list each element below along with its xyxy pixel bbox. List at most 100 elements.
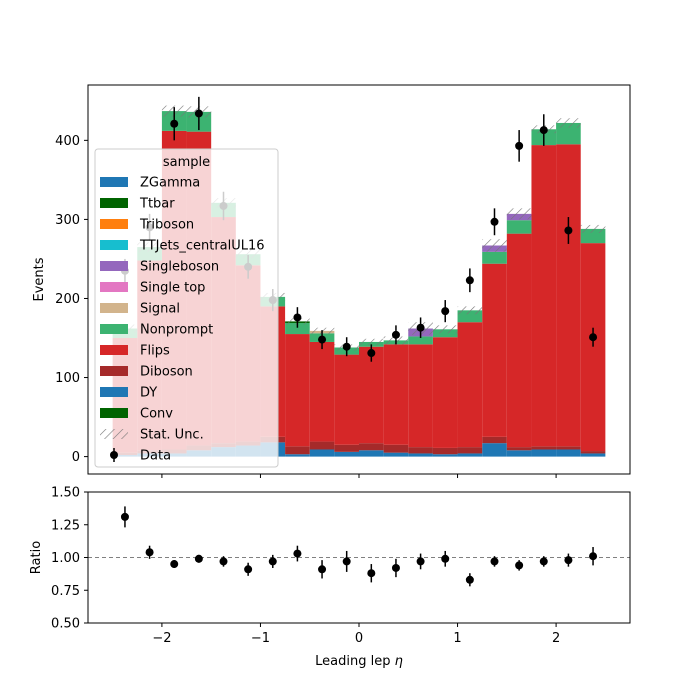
ratio-point-17	[539, 557, 548, 566]
bar-diboson-15	[482, 436, 507, 444]
bar-flips-16	[506, 233, 532, 448]
legend-swatch-singleboson	[100, 261, 128, 271]
legend-label-zgamma: ZGamma	[140, 176, 200, 191]
stat-unc-band-10	[359, 338, 384, 346]
data-point-7	[293, 313, 302, 322]
ratio-point-0	[120, 512, 129, 521]
bar-nonprompt-18	[556, 122, 581, 145]
bar-flips-11	[383, 344, 409, 445]
legend-swatch-signal	[100, 303, 128, 313]
bar-dy-9	[334, 451, 359, 457]
ratio-point-3	[194, 554, 203, 563]
data-point-10	[367, 349, 376, 358]
bar-diboson-8	[309, 441, 335, 450]
bar-dy-17	[531, 449, 557, 457]
bar-dy-12	[408, 453, 433, 457]
x-tick-label-1: 1	[453, 631, 461, 646]
ratio-point-4	[219, 557, 228, 566]
legend-swatch-dy	[100, 387, 128, 397]
ratio-point-13	[441, 554, 450, 563]
legend-label-nonprompt: Nonprompt	[140, 323, 213, 338]
stat-unc-band-14	[457, 306, 483, 315]
bar-dy-18	[556, 449, 581, 457]
legend-label-ttbar: Ttbar	[139, 197, 175, 212]
bar-diboson-18	[556, 446, 581, 450]
ratio-point-6	[268, 557, 277, 566]
data-point-19	[589, 333, 598, 342]
bar-dy-15	[482, 443, 507, 457]
legend-label-ttjets-centralul16: TTJets_centralUL16	[139, 239, 265, 254]
legend-swatch-triboson	[100, 219, 128, 229]
ratio-y-tick-label-1.00: 1.00	[51, 551, 80, 566]
ratio-panel: 0.50 0.75 1.00 1.25 1.50 −2 −1 0 1 2 Ratio Leading …	[29, 486, 631, 669]
stat-unc-band-18	[556, 118, 581, 128]
legend-label-stat-unc-: Stat. Unc.	[140, 428, 204, 443]
ratio-point-15	[490, 557, 499, 566]
x-axis-label-symbol: η	[395, 654, 403, 669]
bar-flips-12	[408, 344, 433, 448]
bar-diboson-9	[334, 444, 359, 452]
stat-unc-band-13	[432, 325, 458, 334]
data-point-2	[170, 119, 179, 128]
data-point-9	[342, 342, 351, 351]
data-point-18	[564, 226, 573, 235]
y-tick-label-200: 200	[55, 292, 80, 307]
data-point-17	[539, 126, 548, 135]
y-tick-label-400: 400	[55, 134, 80, 149]
ratio-y-tick-label-0.75: 0.75	[51, 584, 80, 599]
legend-label-single-top: Single top	[140, 281, 205, 296]
data-point-12	[416, 323, 425, 332]
y-tick-label-300: 300	[55, 213, 80, 228]
ratio-plot-area	[88, 506, 630, 587]
ratio-point-2	[170, 560, 179, 569]
bar-diboson-12	[408, 447, 433, 454]
bar-dy-14	[457, 453, 483, 457]
legend-label-signal: Signal	[140, 302, 180, 317]
bar-nonprompt-7	[285, 322, 310, 335]
bar-nonprompt-16	[506, 220, 532, 234]
legend-swatch-ttbar	[100, 198, 128, 208]
bar-flips-14	[457, 322, 483, 448]
bar-nonprompt-14	[457, 310, 483, 323]
ratio-point-10	[367, 569, 376, 578]
data-point-16	[515, 141, 524, 150]
ratio-point-8	[318, 565, 327, 574]
legend-label-triboson: Triboson	[139, 218, 194, 233]
ratio-point-7	[293, 549, 302, 558]
data-point-8	[318, 335, 327, 344]
bar-flips-7	[285, 334, 310, 447]
legend-swatch-single-top	[100, 282, 128, 292]
x-axis-label-text: Leading lep	[315, 654, 394, 669]
legend-box	[94, 148, 279, 468]
data-point-13	[441, 307, 450, 316]
legend-swatch-ttjets-centralul16	[100, 240, 128, 250]
ratio-y-axis-label: Ratio	[29, 541, 44, 574]
legend-swatch-diboson	[100, 366, 128, 376]
ratio-y-tick-label-0.50: 0.50	[51, 617, 80, 632]
y-axis-label: Events	[32, 257, 47, 301]
legend-swatch-zgamma	[100, 177, 128, 187]
stat-unc-band-16	[506, 208, 532, 220]
legend: sample ZGamma Ttbar Triboson TTJets_centralU…	[94, 148, 279, 468]
ratio-point-19	[589, 552, 598, 561]
bar-diboson-14	[457, 447, 483, 454]
ratio-y-tick-label-1.50: 1.50	[51, 486, 80, 501]
bar-flips-17	[531, 145, 557, 447]
bar-dy-19	[580, 453, 606, 457]
bar-dy-8	[309, 449, 335, 457]
ratio-y-tick-label-1.25: 1.25	[51, 518, 80, 533]
bar-diboson-16	[506, 447, 532, 451]
data-point-15	[490, 217, 499, 226]
legend-label-flips: Flips	[140, 344, 170, 359]
bar-flips-19	[580, 243, 606, 452]
legend-label-singleboson: Singleboson	[140, 260, 219, 275]
bar-diboson-7	[285, 446, 310, 455]
bar-diboson-13	[432, 447, 458, 455]
legend-marker-data	[110, 451, 118, 459]
legend-swatch-stat-unc-	[100, 429, 128, 439]
ratio-point-18	[564, 556, 573, 565]
bar-flips-10	[359, 346, 384, 444]
bar-dy-10	[359, 450, 384, 457]
x-tick-label-2: 2	[552, 631, 560, 646]
